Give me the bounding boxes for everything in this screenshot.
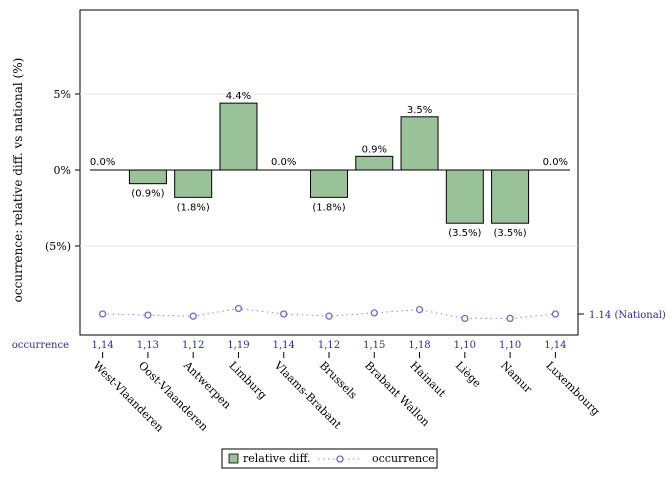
occurrence-point <box>280 310 288 318</box>
occurrence-row-label: occurrence <box>12 340 69 351</box>
bar <box>445 169 484 224</box>
x-tick-label: Luxembourg <box>543 359 602 418</box>
x-axis: West-VlaanderenOost-VlaanderenAntwerpenL… <box>91 352 602 435</box>
x-tick-label: Brussels <box>317 359 360 402</box>
bar-data-label: 3.5% <box>407 105 432 116</box>
bar-data-label: 4.4% <box>226 91 251 102</box>
y-axis: 5% 0% (5%) <box>45 88 80 253</box>
occurrence-value-label: 1,14 <box>92 340 114 351</box>
bar <box>219 102 258 171</box>
occurrence-value-label: 1,10 <box>499 340 521 351</box>
occurrence-point <box>415 305 424 314</box>
legend: relative diff. occurrence <box>221 448 438 469</box>
occurrence-point <box>506 314 514 323</box>
legend-label-occurrence: occurrence <box>372 452 435 465</box>
occurrence-value-label: 1,13 <box>137 340 159 351</box>
bar-data-label: (3.5%) <box>448 228 481 239</box>
bar-data-label: 0.0% <box>543 157 568 168</box>
x-tick-label: Liège <box>453 359 484 390</box>
occurrence-value-label: 1,12 <box>182 340 204 351</box>
occurrence-value-label: 1,14 <box>544 340 566 351</box>
legend-swatch-bars <box>228 453 239 464</box>
bar <box>310 169 348 198</box>
legend-label-relative-diff: relative diff. <box>243 452 310 465</box>
occurrence-value-label: 1,12 <box>318 340 340 351</box>
x-tick-label: Namur <box>498 359 535 396</box>
bar-labels: 0.0% (0.9%) (1.8%) 4.4% 0.0% (1.8%) 0.9% 3.5% (3… <box>90 91 568 239</box>
x-tick-label: Limburg <box>226 359 269 402</box>
occurrence-value-label: 1,19 <box>227 340 249 351</box>
bar-data-label: 0.0% <box>90 157 115 168</box>
bar <box>400 116 439 171</box>
y-tick-label: 5% <box>54 88 71 101</box>
occurrence-point <box>325 312 333 320</box>
occurrence-point <box>370 309 378 317</box>
national-label: 1.14 (National) <box>589 310 666 321</box>
bar <box>355 155 394 171</box>
y-tick-label: 0% <box>54 164 71 177</box>
bar-data-label: 0.0% <box>271 157 296 168</box>
bars <box>128 102 530 224</box>
occurrence-value-label: 1,18 <box>408 340 430 351</box>
occurrence-series-line <box>102 307 556 319</box>
occurrence-value-label: 1,10 <box>454 340 476 351</box>
occurrence-point <box>189 312 197 320</box>
legend-marker-occurrence <box>336 455 344 463</box>
y-axis-title: occurrence: relative diff. vs national (… <box>11 58 25 303</box>
bar-data-label: 0.9% <box>362 144 387 155</box>
bar-data-label: (0.9%) <box>131 189 164 200</box>
bar <box>491 169 530 224</box>
bar-data-label: (1.8%) <box>177 202 210 213</box>
y-tick-label: (5%) <box>45 240 71 253</box>
occurrence-value-label: 1,15 <box>363 340 385 351</box>
occurrence-row: 1,14 1,13 1,12 1,19 1,14 1,12 1,15 1,18 1,10 1,10… <box>92 340 567 351</box>
x-tick-label: Hainaut <box>407 359 448 400</box>
occurrence-value-label: 1,14 <box>273 340 295 351</box>
occurrence-point <box>551 310 560 318</box>
bar-data-label: (3.5%) <box>493 228 526 239</box>
occurrence-point <box>234 304 243 313</box>
occurrence-point <box>144 311 152 319</box>
bar <box>174 169 213 198</box>
occurrence-point <box>461 314 469 323</box>
bar-data-label: (1.8%) <box>312 202 345 213</box>
occurrence-point <box>98 310 107 318</box>
occurrence-line <box>98 304 584 323</box>
bar <box>128 169 167 185</box>
